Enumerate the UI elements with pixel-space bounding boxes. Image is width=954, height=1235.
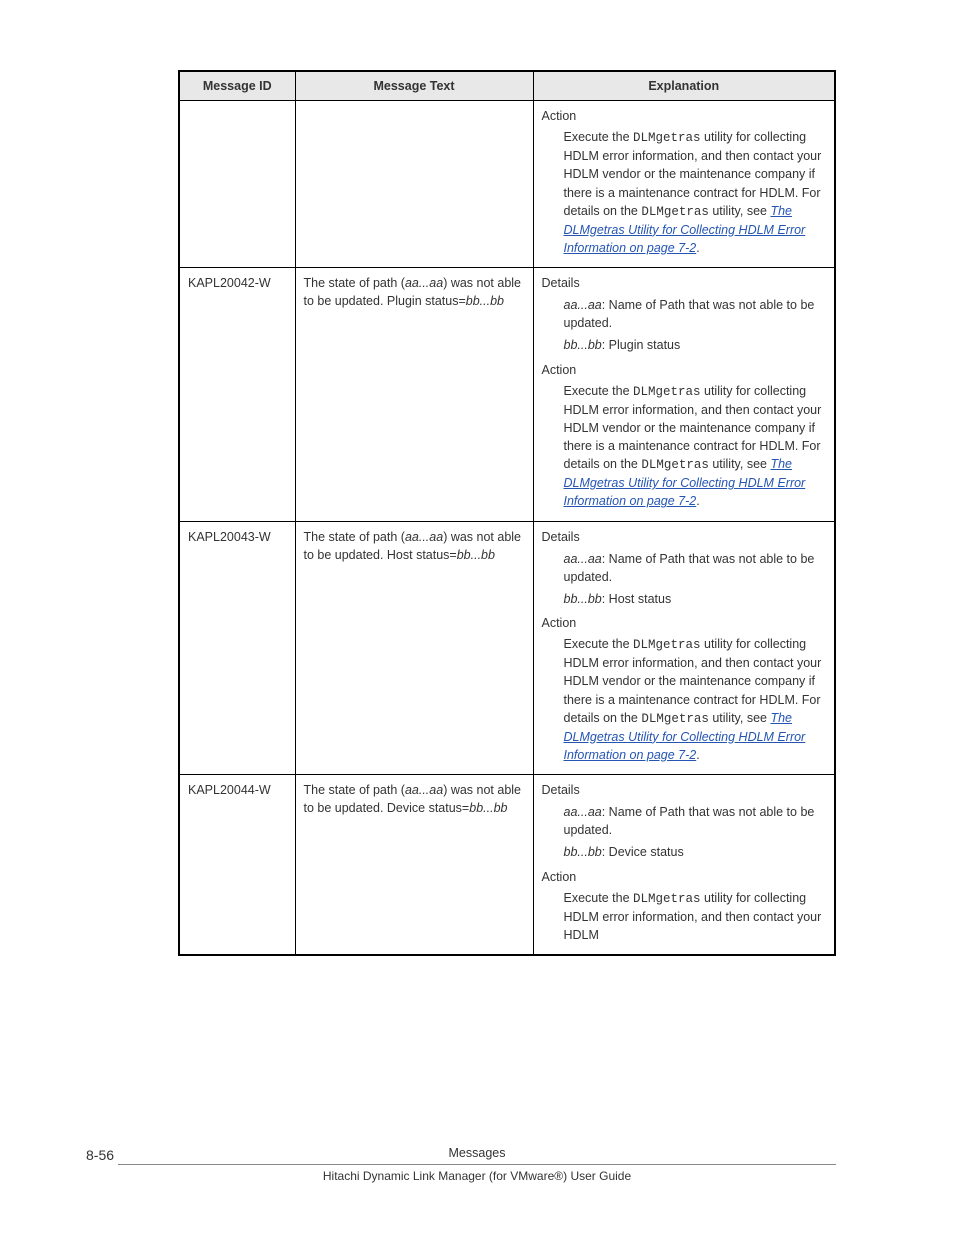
cell-text (295, 101, 533, 268)
action-label: Action (542, 868, 827, 886)
cell-exp: Details aa...aa: Name of Path that was n… (533, 268, 835, 522)
cell-text: The state of path (aa...aa) was not able… (295, 268, 533, 522)
col-header-id: Message ID (179, 71, 295, 101)
cell-id: KAPL20044-W (179, 775, 295, 956)
col-header-text: Message Text (295, 71, 533, 101)
table-row: Action Execute the DLMgetras utility for… (179, 101, 835, 268)
detail-item: bb...bb: Host status (564, 590, 827, 608)
detail-item: bb...bb: Device status (564, 843, 827, 861)
cell-id: KAPL20042-W (179, 268, 295, 522)
page-footer: Messages Hitachi Dynamic Link Manager (f… (0, 1146, 954, 1185)
table-row: KAPL20043-W The state of path (aa...aa) … (179, 521, 835, 775)
message-table: Message ID Message Text Explanation Acti… (178, 70, 836, 956)
detail-item: aa...aa: Name of Path that was not able … (564, 550, 827, 586)
col-header-exp: Explanation (533, 71, 835, 101)
cell-exp: Action Execute the DLMgetras utility for… (533, 101, 835, 268)
action-text: Execute the DLMgetras utility for collec… (564, 889, 827, 944)
cell-id: KAPL20043-W (179, 521, 295, 775)
details-label: Details (542, 781, 827, 799)
footer-subtitle: Hitachi Dynamic Link Manager (for VMware… (323, 1169, 631, 1183)
action-text: Execute the DLMgetras utility for collec… (564, 128, 827, 257)
detail-item: aa...aa: Name of Path that was not able … (564, 803, 827, 839)
details-label: Details (542, 274, 827, 292)
cell-text: The state of path (aa...aa) was not able… (295, 521, 533, 775)
table-row: KAPL20044-W The state of path (aa...aa) … (179, 775, 835, 956)
action-text: Execute the DLMgetras utility for collec… (564, 382, 827, 511)
cell-exp: Details aa...aa: Name of Path that was n… (533, 521, 835, 775)
details-label: Details (542, 528, 827, 546)
cell-id (179, 101, 295, 268)
cell-text: The state of path (aa...aa) was not able… (295, 775, 533, 956)
action-label: Action (542, 107, 827, 125)
footer-title: Messages (0, 1146, 954, 1160)
action-label: Action (542, 614, 827, 632)
detail-item: bb...bb: Plugin status (564, 336, 827, 354)
detail-item: aa...aa: Name of Path that was not able … (564, 296, 827, 332)
action-label: Action (542, 361, 827, 379)
cell-exp: Details aa...aa: Name of Path that was n… (533, 775, 835, 956)
table-row: KAPL20042-W The state of path (aa...aa) … (179, 268, 835, 522)
action-text: Execute the DLMgetras utility for collec… (564, 635, 827, 764)
